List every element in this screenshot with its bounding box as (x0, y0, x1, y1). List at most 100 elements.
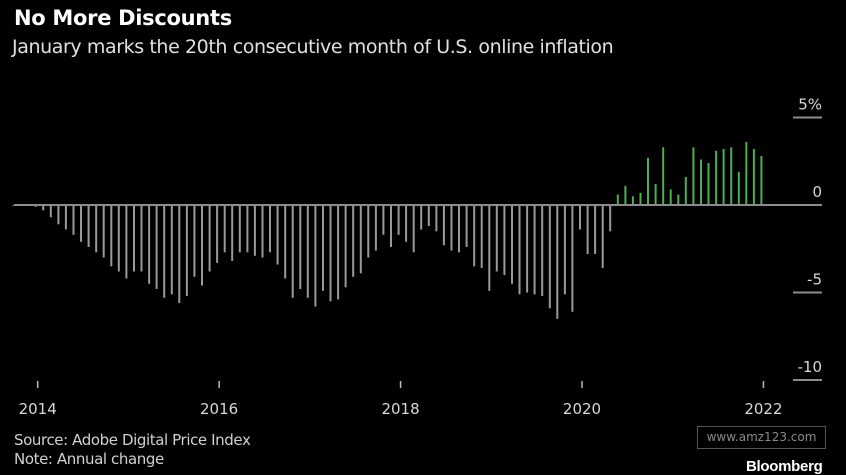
bars-group (12, 142, 763, 319)
bar (185, 205, 188, 296)
bar (442, 205, 445, 246)
bar (238, 205, 241, 253)
bar (276, 205, 279, 265)
bar (261, 205, 264, 258)
bar (291, 205, 294, 298)
bar (178, 205, 181, 303)
bar (322, 205, 324, 291)
bar (253, 205, 256, 256)
bar (117, 205, 120, 272)
bar (155, 205, 158, 289)
x-tick-label: 2022 (744, 400, 782, 418)
watermark: www.amz123.com (697, 426, 826, 449)
bar (284, 205, 287, 279)
bar (382, 205, 385, 235)
bar (148, 205, 151, 284)
bar (133, 205, 135, 272)
y-tick-label: -10 (798, 358, 823, 376)
bar (125, 205, 128, 279)
x-tick-label: 2020 (563, 400, 601, 418)
bar (49, 205, 52, 218)
x-axis: 2014 2016 2018 2020 2022 (19, 381, 783, 418)
y-axis: 5% 0 -5 -10 (793, 96, 822, 381)
bar (684, 177, 687, 205)
bar (745, 142, 748, 205)
bar (495, 205, 498, 272)
bar (692, 147, 695, 206)
x-tick-label: 2018 (381, 400, 419, 418)
note-text: Note: Annual change (14, 450, 164, 468)
bar (730, 147, 733, 206)
bar (458, 205, 460, 253)
bar (541, 205, 544, 296)
bar (639, 192, 642, 206)
bar (715, 150, 718, 206)
bar (631, 196, 634, 206)
bar (57, 205, 60, 225)
bar (80, 205, 82, 242)
bar (405, 205, 408, 242)
bar (722, 149, 725, 205)
bar (609, 205, 612, 232)
bar (677, 194, 680, 205)
bar (488, 205, 491, 291)
bar (95, 205, 98, 253)
x-tick-label: 2016 (200, 400, 238, 418)
bar (548, 205, 551, 309)
bar-chart: 5% 0 -5 -10 2014 2016 2018 2020 2022 (12, 96, 822, 418)
bar (571, 205, 574, 312)
bar (337, 205, 340, 300)
bar (201, 205, 203, 286)
bar (647, 157, 649, 206)
bar (231, 205, 234, 261)
bar (624, 185, 627, 206)
bar (511, 205, 513, 284)
bar (563, 205, 566, 295)
bar (473, 205, 476, 267)
bar (412, 205, 415, 253)
source-text: Source: Adobe Digital Price Index (14, 431, 251, 449)
bar (518, 205, 521, 295)
bar (329, 205, 332, 302)
bar (707, 163, 710, 205)
bar (737, 171, 740, 206)
bar (140, 205, 143, 272)
bar (752, 149, 755, 205)
bar (223, 205, 226, 253)
bar (601, 205, 604, 268)
y-tick-label: 5% (798, 96, 822, 114)
bar (556, 205, 559, 319)
bar (390, 205, 392, 247)
bar (359, 205, 362, 274)
bar (760, 156, 763, 205)
bar (110, 205, 113, 267)
bar (533, 205, 536, 295)
bar (374, 205, 377, 251)
x-tick-label: 2014 (19, 400, 57, 418)
bar (654, 184, 657, 205)
bar (427, 205, 430, 226)
bar (352, 205, 355, 277)
bar (42, 205, 45, 211)
bar (72, 205, 75, 235)
y-tick-label: 0 (812, 183, 822, 201)
chart-subtitle: January marks the 20th consecutive month… (12, 36, 614, 58)
bar (586, 205, 589, 254)
bar (367, 205, 370, 258)
bar (246, 205, 249, 253)
bar (480, 205, 483, 268)
bar (170, 205, 173, 295)
bar (208, 205, 211, 272)
bar (465, 205, 468, 247)
bar (662, 147, 665, 206)
bar (269, 205, 271, 253)
source-note: Source: Adobe Digital Price Index Note: … (14, 431, 251, 469)
bar (216, 205, 219, 263)
bar (420, 205, 423, 230)
bar (306, 205, 309, 298)
chart-title: No More Discounts (14, 6, 232, 30)
bar (314, 205, 317, 307)
y-tick-label: -5 (807, 271, 822, 289)
bar (163, 205, 166, 298)
bar (397, 205, 400, 235)
